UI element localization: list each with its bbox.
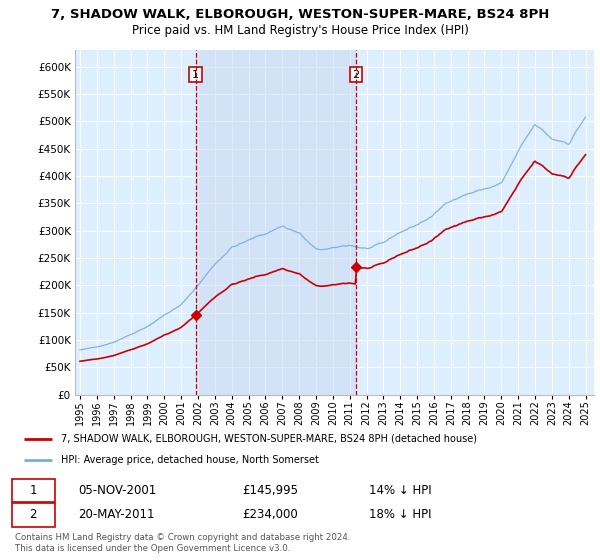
Text: 7, SHADOW WALK, ELBOROUGH, WESTON-SUPER-MARE, BS24 8PH: 7, SHADOW WALK, ELBOROUGH, WESTON-SUPER-… bbox=[51, 8, 549, 21]
Text: 2: 2 bbox=[352, 69, 359, 80]
Bar bbox=[196, 50, 356, 395]
Text: 2: 2 bbox=[29, 508, 37, 521]
Text: 20-MAY-2011: 20-MAY-2011 bbox=[78, 508, 155, 521]
Text: 05-NOV-2001: 05-NOV-2001 bbox=[78, 484, 157, 497]
Text: 1: 1 bbox=[29, 484, 37, 497]
Text: 1: 1 bbox=[192, 69, 199, 80]
Text: Price paid vs. HM Land Registry's House Price Index (HPI): Price paid vs. HM Land Registry's House … bbox=[131, 24, 469, 36]
Text: 18% ↓ HPI: 18% ↓ HPI bbox=[369, 508, 431, 521]
Text: 7, SHADOW WALK, ELBOROUGH, WESTON-SUPER-MARE, BS24 8PH (detached house): 7, SHADOW WALK, ELBOROUGH, WESTON-SUPER-… bbox=[61, 434, 477, 444]
Text: 14% ↓ HPI: 14% ↓ HPI bbox=[369, 484, 432, 497]
Text: £234,000: £234,000 bbox=[242, 508, 298, 521]
Text: £145,995: £145,995 bbox=[242, 484, 298, 497]
Text: Contains HM Land Registry data © Crown copyright and database right 2024.
This d: Contains HM Land Registry data © Crown c… bbox=[15, 533, 350, 553]
Text: HPI: Average price, detached house, North Somerset: HPI: Average price, detached house, Nort… bbox=[61, 455, 319, 465]
FancyBboxPatch shape bbox=[12, 479, 55, 502]
FancyBboxPatch shape bbox=[12, 503, 55, 526]
